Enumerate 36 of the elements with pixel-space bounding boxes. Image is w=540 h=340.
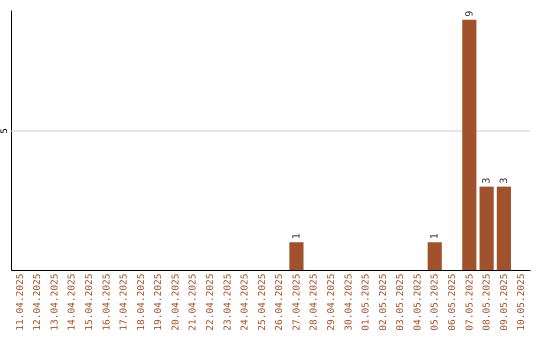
x-tick-label: 20.04.2025 [170,274,182,331]
data-label: 3 [482,178,493,184]
x-tick-label: 25.04.2025 [256,274,268,331]
x-tick-label: 04.05.2025 [412,274,424,331]
x-tick-label: 27.04.2025 [291,274,302,331]
x-tick-label: 22.04.2025 [204,274,216,331]
x-tick-label: 11.04.2025 [14,274,26,331]
x-tick-label: 10.05.2025 [516,274,528,331]
x-tick-label: 08.05.2025 [482,274,493,331]
x-tick-label: 16.04.2025 [101,274,112,331]
x-tick-label: 29.04.2025 [326,274,338,331]
x-tick-label: 18.04.2025 [136,274,147,331]
data-label: 1 [430,233,441,240]
x-tick-label: 24.04.2025 [240,274,251,331]
x-tick-label: 15.04.2025 [84,274,95,331]
x-tick-label: 07.05.2025 [464,274,476,331]
x-tick-label: 21.04.2025 [188,274,199,331]
x-tick-label: 23.04.2025 [222,274,234,331]
x-tick-label: 26.04.2025 [274,274,286,331]
ref-line-label: 5 [0,128,10,134]
x-tick-label: 28.04.2025 [308,274,320,331]
x-tick-label: 03.05.2025 [395,274,406,331]
x-tick-label: 01.05.2025 [360,274,372,331]
x-tick-label: 14.04.2025 [66,274,78,331]
data-label: 9 [464,10,476,17]
x-tick-label: 30.04.2025 [343,274,354,331]
data-label: 1 [291,233,302,240]
x-tick-label: 05.05.2025 [430,274,441,331]
x-tick-label: 02.05.2025 [378,274,389,331]
x-tick-label: 13.04.2025 [49,274,60,331]
x-tick-label: 06.05.2025 [447,274,458,331]
x-tick-label: 09.05.2025 [498,274,510,331]
x-tick-label: 17.04.2025 [118,274,130,331]
data-label: 3 [498,178,510,184]
x-tick-label: 12.04.2025 [32,274,44,331]
x-tick-label: 19.04.2025 [153,274,164,331]
